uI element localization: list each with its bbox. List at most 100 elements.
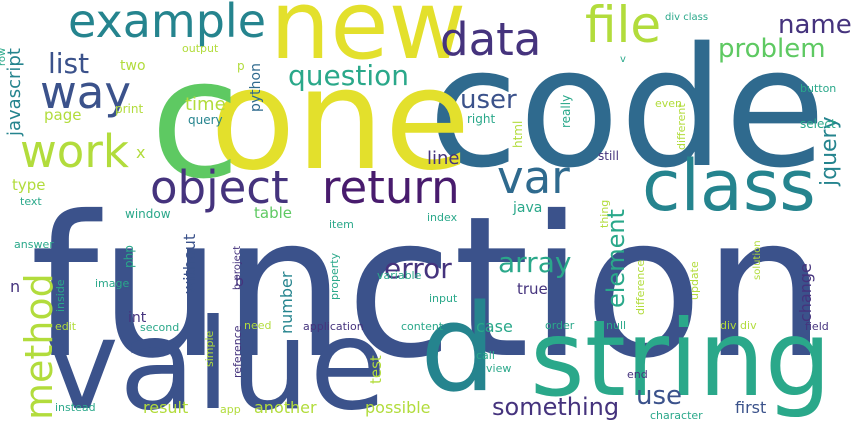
word-another: another [254, 398, 317, 417]
word-test: test [367, 355, 385, 384]
word-still: still [598, 149, 619, 163]
word-null: null [606, 319, 626, 332]
word-user: user [460, 85, 517, 115]
word-update: update [688, 261, 701, 300]
word-input: input [429, 292, 458, 305]
word-div-class: div class [665, 12, 708, 23]
word-table: table [254, 204, 292, 222]
word-string: string [530, 298, 831, 420]
word-property: property [328, 252, 341, 300]
word-simple: simple [203, 330, 216, 367]
word-window: window [125, 207, 171, 221]
word-instead: instead [55, 401, 96, 414]
word-int: int [128, 310, 147, 326]
word-code: code [428, 12, 826, 204]
word-use: use [636, 381, 682, 411]
word-element: element [602, 209, 630, 308]
word-app: app [220, 403, 241, 416]
word-change: change [796, 263, 815, 322]
word-error: error [384, 252, 452, 285]
word-even: even [655, 97, 682, 110]
word-variable: variable [377, 269, 422, 282]
word-thing: thing [598, 200, 611, 228]
word-reference: reference [231, 325, 244, 378]
word-example: example [68, 0, 266, 48]
word-really: really [559, 95, 573, 128]
word-div-div: div div [720, 319, 757, 332]
word-answer: answer [14, 238, 54, 251]
word-inside: inside [54, 279, 67, 312]
word-first: first [735, 398, 766, 417]
word-object: object [150, 161, 289, 214]
word-work: work [20, 125, 129, 178]
word-index: index [427, 211, 458, 224]
word-need: need [244, 319, 272, 332]
word-function: function [30, 174, 827, 401]
word-n: n [10, 277, 20, 296]
word-difference: difference [634, 260, 647, 315]
word-something: something [492, 393, 619, 421]
word-second: second [140, 321, 179, 334]
word-p: p [237, 59, 245, 73]
word-right: right [467, 112, 495, 126]
word-b: b [235, 274, 244, 290]
word-b-project: b project [232, 246, 243, 290]
word-two: two [120, 58, 146, 74]
word-list: list [48, 47, 89, 80]
word-question: question [288, 59, 409, 92]
word-html: html [511, 121, 525, 148]
word-row: row [0, 48, 8, 66]
word-print: print [115, 102, 143, 116]
word-end: end [627, 368, 648, 381]
word-javascript: javascript [4, 48, 25, 137]
word-x: x [136, 143, 145, 162]
word-true: true [517, 280, 548, 298]
word-application: application [303, 320, 364, 333]
word-solution: solution [752, 240, 763, 280]
word-without: without [180, 234, 199, 294]
word-return: return [322, 161, 460, 214]
word-class: class [642, 145, 816, 227]
word-method: method [17, 273, 61, 420]
word-select: select [800, 117, 836, 131]
word-v: v [620, 54, 626, 65]
word-view: view [486, 362, 511, 375]
word-file: file [585, 0, 661, 54]
word-way: way [40, 66, 131, 119]
word-array: array [498, 246, 571, 279]
word-field: field [805, 320, 829, 333]
word-content: content [401, 320, 444, 333]
word-java: java [512, 200, 542, 216]
word-var: var [497, 151, 570, 204]
word-button: button [800, 82, 836, 95]
word-time: time [185, 94, 226, 115]
word-one: one [210, 39, 471, 202]
word-different: different [675, 103, 688, 150]
word-call: call [476, 349, 495, 362]
word-character: character [650, 409, 703, 422]
word-result: result [143, 398, 188, 417]
word-text: text [20, 195, 42, 208]
word-data: data [440, 13, 541, 66]
word-jquery: jquery [817, 116, 842, 187]
word-line: line [427, 148, 459, 169]
word-d: d [420, 280, 496, 419]
word-item: item [329, 218, 354, 231]
word-image: image [95, 277, 129, 290]
word-new: new [270, 0, 466, 81]
word-php: php [122, 245, 136, 268]
word-value: value [45, 293, 386, 435]
word-case: case [476, 317, 513, 336]
word-possible: possible [365, 398, 431, 417]
word-page: page [44, 106, 81, 124]
word-output: output [182, 42, 219, 55]
word-python: python [248, 63, 264, 112]
word-type: type [12, 176, 46, 194]
word-name: name [778, 10, 852, 40]
word-c: c [150, 23, 241, 215]
word-problem: problem [718, 34, 826, 64]
word-order: order [545, 319, 575, 332]
word-edit: edit [55, 320, 77, 333]
